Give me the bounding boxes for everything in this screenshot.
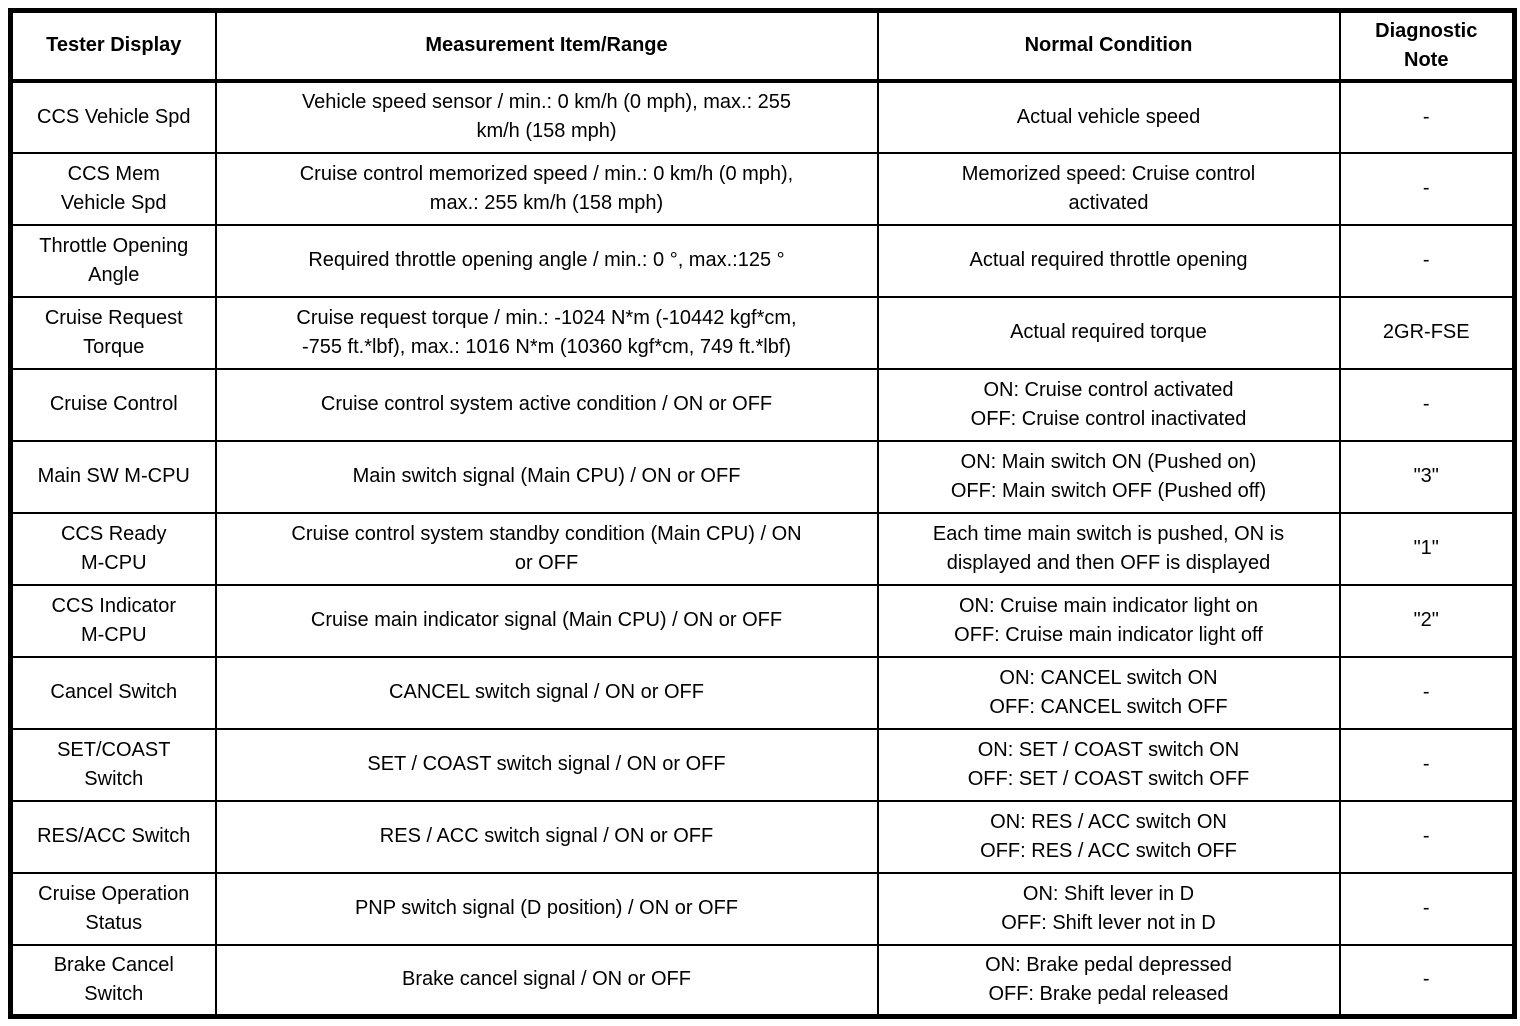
cell-diagnostic-note: - <box>1338 799 1516 874</box>
table-row: Throttle Opening Angle Required throttle … <box>9 223 1516 298</box>
table-row: CCS Indicator M-CPU Cruise main indicator… <box>9 583 1516 658</box>
cell-normal-condition: ON: SET / COAST switch ON OFF: SET / COA… <box>876 727 1341 802</box>
cell-tester-display: Brake Cancel Switch <box>9 943 217 1018</box>
table-row: SET/COAST Switch SET / COAST switch signa… <box>9 727 1516 802</box>
cell-measurement-item-range: Cruise control system active condition /… <box>214 367 879 442</box>
cell-measurement-item-range: Cruise request torque / min.: -1024 N*m … <box>214 295 879 370</box>
cell-measurement-item-range: Brake cancel signal / ON or OFF <box>214 943 879 1018</box>
table-row: Cancel Switch CANCEL switch signal / ON o… <box>9 655 1516 730</box>
cell-normal-condition: ON: Brake pedal depressed OFF: Brake ped… <box>876 943 1341 1018</box>
cell-measurement-item-range: PNP switch signal (D position) / ON or O… <box>214 871 879 946</box>
cell-measurement-item-range: CANCEL switch signal / ON or OFF <box>214 655 879 730</box>
cell-diagnostic-note: - <box>1338 655 1516 730</box>
cell-measurement-item-range: Required throttle opening angle / min.: … <box>214 223 879 298</box>
cell-normal-condition: ON: Shift lever in D OFF: Shift lever no… <box>876 871 1341 946</box>
cell-tester-display: Main SW M-CPU <box>9 439 217 514</box>
column-header-measurement-item-range: Measurement Item/Range <box>214 9 879 83</box>
cell-normal-condition: Each time main switch is pushed, ON is d… <box>876 511 1341 586</box>
column-header-diagnostic-note: Diagnostic Note <box>1338 9 1516 83</box>
header-row: Tester Display Measurement Item/Range No… <box>9 9 1516 83</box>
cell-diagnostic-note: - <box>1338 871 1516 946</box>
cell-normal-condition: ON: Cruise control activated OFF: Cruise… <box>876 367 1341 442</box>
column-header-normal-condition: Normal Condition <box>876 9 1341 83</box>
cell-normal-condition: ON: CANCEL switch ON OFF: CANCEL switch … <box>876 655 1341 730</box>
cell-tester-display: Cruise Control <box>9 367 217 442</box>
cell-tester-display: CCS Indicator M-CPU <box>9 583 217 658</box>
cell-diagnostic-note: - <box>1338 943 1516 1018</box>
cell-tester-display: Cruise Operation Status <box>9 871 217 946</box>
cell-diagnostic-note: - <box>1338 223 1516 298</box>
cell-normal-condition: ON: RES / ACC switch ON OFF: RES / ACC s… <box>876 799 1341 874</box>
cell-measurement-item-range: Main switch signal (Main CPU) / ON or OF… <box>214 439 879 514</box>
cell-tester-display: CCS Mem Vehicle Spd <box>9 151 217 226</box>
cell-tester-display: Cancel Switch <box>9 655 217 730</box>
table-row: Main SW M-CPU Main switch signal (Main CP… <box>9 439 1516 514</box>
cell-measurement-item-range: SET / COAST switch signal / ON or OFF <box>214 727 879 802</box>
datalist-table: Tester Display Measurement Item/Range No… <box>8 8 1517 1019</box>
cell-diagnostic-note: - <box>1338 727 1516 802</box>
cell-measurement-item-range: RES / ACC switch signal / ON or OFF <box>214 799 879 874</box>
cell-measurement-item-range: Vehicle speed sensor / min.: 0 km/h (0 m… <box>214 79 879 154</box>
cell-measurement-item-range: Cruise control system standby condition … <box>214 511 879 586</box>
cell-tester-display: CCS Vehicle Spd <box>9 79 217 154</box>
cell-measurement-item-range: Cruise main indicator signal (Main CPU) … <box>214 583 879 658</box>
column-header-tester-display: Tester Display <box>9 9 217 83</box>
cell-measurement-item-range: Cruise control memorized speed / min.: 0… <box>214 151 879 226</box>
cell-tester-display: CCS Ready M-CPU <box>9 511 217 586</box>
table-row: Cruise Request Torque Cruise request torq… <box>9 295 1516 370</box>
cell-normal-condition: ON: Main switch ON (Pushed on) OFF: Main… <box>876 439 1341 514</box>
cell-tester-display: Cruise Request Torque <box>9 295 217 370</box>
cell-diagnostic-note: "3" <box>1338 439 1516 514</box>
cell-diagnostic-note: "1" <box>1338 511 1516 586</box>
table-row: Cruise Control Cruise control system acti… <box>9 367 1516 442</box>
table-row: CCS Vehicle Spd Vehicle speed sensor / mi… <box>9 79 1516 154</box>
cell-diagnostic-note: "2" <box>1338 583 1516 658</box>
cell-diagnostic-note: - <box>1338 367 1516 442</box>
table-head: Tester Display Measurement Item/Range No… <box>9 9 1516 83</box>
cell-normal-condition: Actual vehicle speed <box>876 79 1341 154</box>
table-body: CCS Vehicle Spd Vehicle speed sensor / mi… <box>9 79 1516 1018</box>
cell-normal-condition: ON: Cruise main indicator light on OFF: … <box>876 583 1341 658</box>
table-row: Cruise Operation Status PNP switch signal… <box>9 871 1516 946</box>
cell-tester-display: Throttle Opening Angle <box>9 223 217 298</box>
table-row: CCS Ready M-CPU Cruise control system sta… <box>9 511 1516 586</box>
cell-normal-condition: Actual required torque <box>876 295 1341 370</box>
cell-tester-display: RES/ACC Switch <box>9 799 217 874</box>
cell-diagnostic-note: - <box>1338 151 1516 226</box>
table-row: CCS Mem Vehicle Spd Cruise control memori… <box>9 151 1516 226</box>
cell-normal-condition: Actual required throttle opening <box>876 223 1341 298</box>
cell-normal-condition: Memorized speed: Cruise control activate… <box>876 151 1341 226</box>
cell-diagnostic-note: 2GR-FSE <box>1338 295 1516 370</box>
cell-diagnostic-note: - <box>1338 79 1516 154</box>
table-row: Brake Cancel Switch Brake cancel signal /… <box>9 943 1516 1018</box>
table-row: RES/ACC Switch RES / ACC switch signal / … <box>9 799 1516 874</box>
cell-tester-display: SET/COAST Switch <box>9 727 217 802</box>
